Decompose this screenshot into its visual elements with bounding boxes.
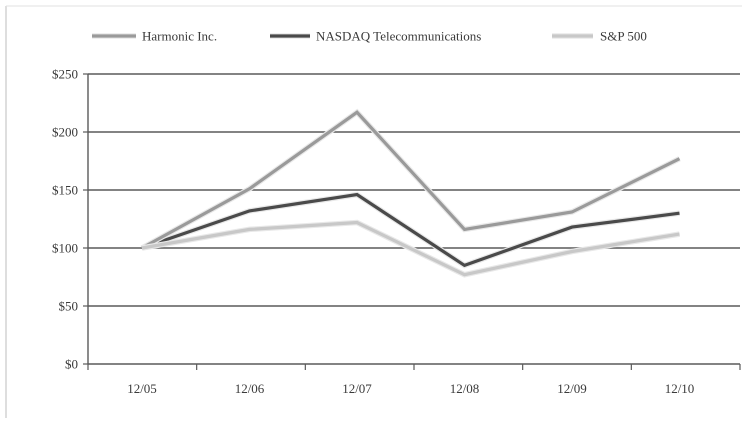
x-tick-label: 12/08 <box>450 381 480 396</box>
y-tick-label: $250 <box>52 67 78 82</box>
y-tick-label: $50 <box>59 299 79 314</box>
legend-label: S&P 500 <box>600 29 647 44</box>
y-tick-label: $0 <box>65 357 78 372</box>
y-tick-label: $150 <box>52 183 78 198</box>
x-tick-label: 12/09 <box>557 381 587 396</box>
series-line <box>141 110 681 250</box>
axes: $0 $50 $100 $150 $200 $250 12/05 12/06 12/07 12/0… <box>52 67 741 396</box>
x-tick-label: 12/10 <box>665 381 695 396</box>
series-line <box>141 192 680 268</box>
legend-label: NASDAQ Telecommunications <box>316 29 481 44</box>
y-tick-label: $100 <box>52 241 78 256</box>
x-tick-label: 12/07 <box>342 381 372 396</box>
x-tick-label: 12/05 <box>127 381 157 396</box>
x-tick-label: 12/06 <box>235 381 265 396</box>
legend: Harmonic Inc. NASDAQ Telecommunications S&… <box>92 29 647 44</box>
legend-label: Harmonic Inc. <box>142 29 217 44</box>
series-line <box>141 220 680 277</box>
y-tick-label: $200 <box>52 125 78 140</box>
chart-frame-lines <box>5 5 742 418</box>
series-lines <box>140 108 681 278</box>
